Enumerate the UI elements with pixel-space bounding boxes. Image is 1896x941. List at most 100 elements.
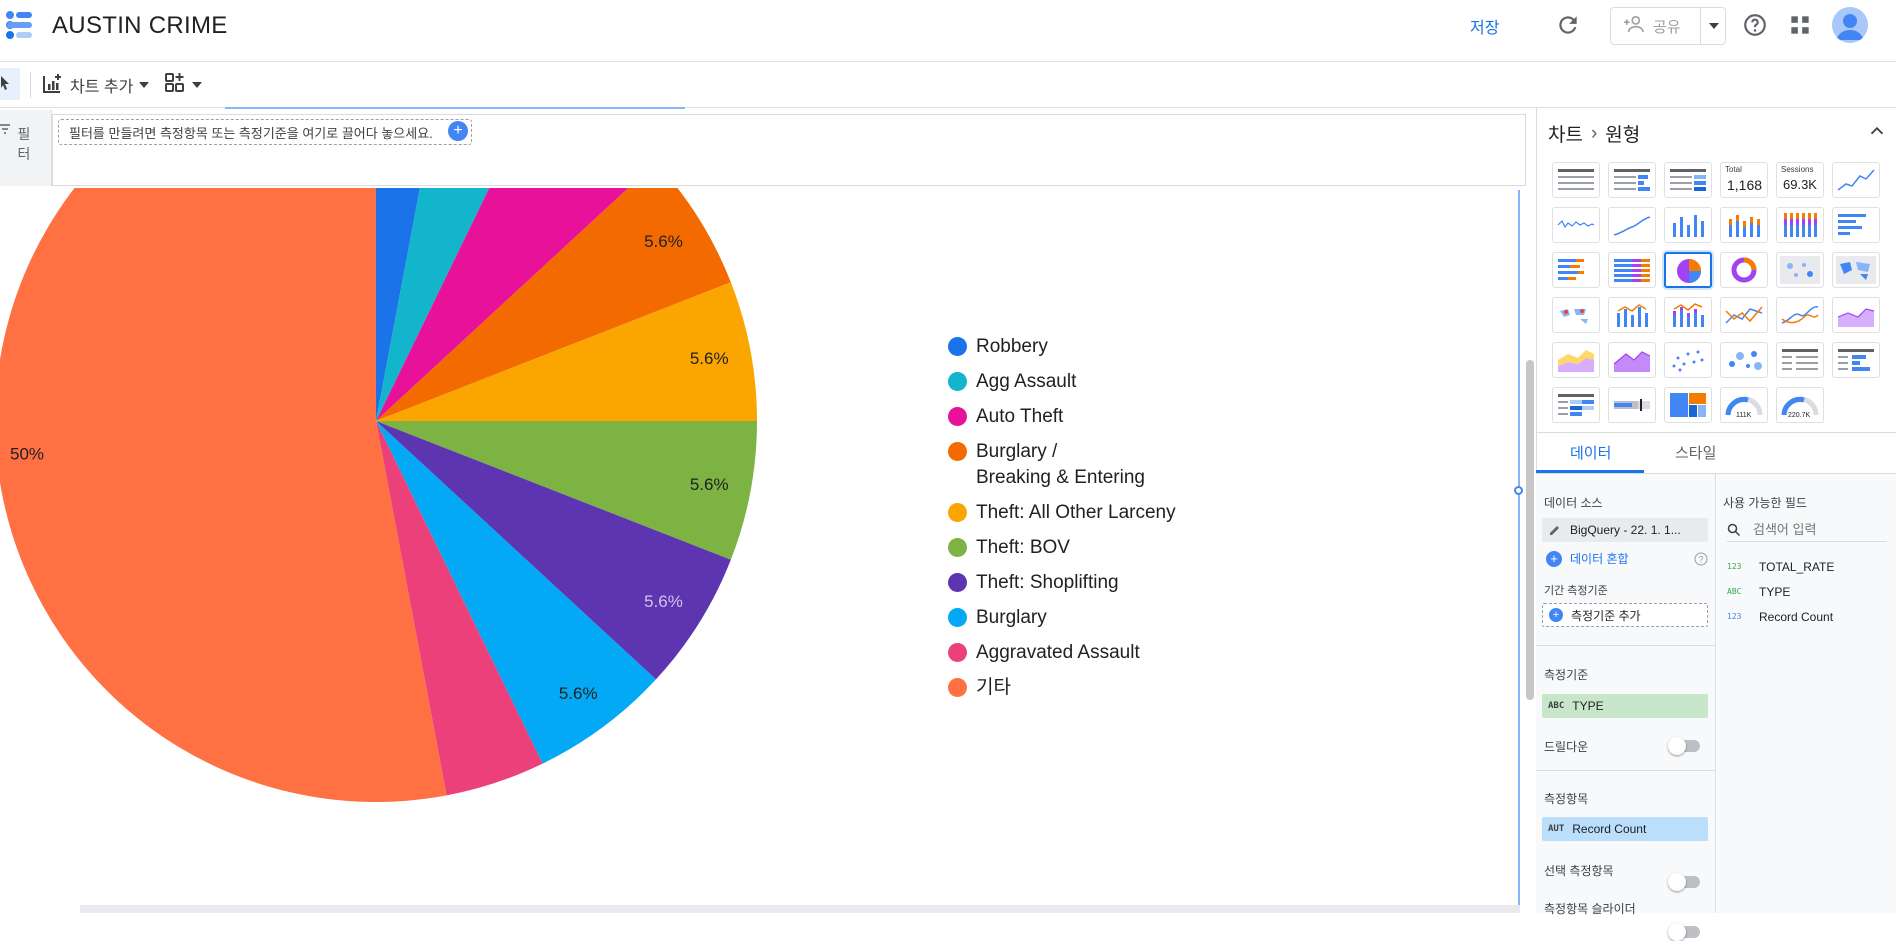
share-dropdown-button[interactable] [1700,7,1726,45]
chart-type-gauge-2[interactable]: 220.7K [1776,387,1824,423]
optional-metric-toggle[interactable] [1668,873,1700,891]
chart-type-geo-map-filled[interactable] [1832,252,1880,288]
field-item-2[interactable]: 123 Record Count [1727,604,1887,629]
field-item-0[interactable]: 123 TOTAL_RATE [1727,554,1887,579]
pie-slice-5[interactable] [376,421,757,560]
legend-item-6[interactable]: Theft: Shoplifting [948,570,1248,596]
data-source-chip[interactable]: BigQuery - 22. 1. 1... [1542,518,1708,542]
chart-type-geo-map[interactable] [1776,252,1824,288]
chart-type-sparkline[interactable] [1552,207,1600,243]
select-tool-button[interactable] [0,68,20,100]
canvas-scrollbar[interactable] [1526,360,1534,700]
collapse-chevron-up-icon[interactable] [1866,120,1888,142]
metric-slider-toggle[interactable] [1668,923,1700,941]
chart-type-scatter[interactable] [1664,342,1712,378]
dimension-chip[interactable]: ABC TYPE [1542,694,1708,718]
chart-type-smoothed-line[interactable] [1608,207,1656,243]
chart-type-bubble[interactable] [1720,342,1768,378]
legend-item-7[interactable]: Burglary [948,605,1248,631]
looker-studio-logo-icon[interactable] [4,10,38,40]
chart-type-area[interactable] [1832,297,1880,333]
chart-type-column[interactable] [1664,207,1712,243]
chart-type-pivot-table-bars[interactable] [1832,342,1880,378]
chart-type-stacked-combo[interactable] [1664,297,1712,333]
chart-type-donut[interactable] [1720,252,1768,288]
chart-type-stacked-area[interactable] [1552,342,1600,378]
field-item-1[interactable]: ABC TYPE [1727,579,1887,604]
chart-type-gauge[interactable]: 111K [1720,387,1768,423]
pie-slice-7[interactable] [376,421,656,764]
chart-type-bullet[interactable] [1608,387,1656,423]
apps-grid-icon[interactable] [1787,12,1813,38]
legend-item-8[interactable]: Aggravated Assault [948,640,1248,666]
legend-label: Burglary / Breaking & Entering [976,441,1145,488]
pie-slice-4[interactable] [376,282,757,421]
avatar[interactable] [1832,7,1868,43]
field-search[interactable] [1727,518,1887,542]
add-control-button[interactable] [164,70,202,100]
legend-item-2[interactable]: Auto Theft [948,404,1248,430]
panel-divider [1536,432,1896,433]
pie-chart[interactable]: 5.6%5.6%5.6%5.6%5.6%5.6%50% [0,188,1000,913]
add-dimension-label: 측정기준 추가 [1571,608,1641,623]
refresh-icon[interactable] [1555,12,1581,38]
legend-item-3[interactable]: Burglary / Breaking & Entering [948,439,1248,491]
chart-type-table[interactable] [1552,162,1600,198]
chart-type-combo[interactable] [1608,297,1656,333]
chart-type-table-bars[interactable] [1608,162,1656,198]
chart-type-bar[interactable] [1832,207,1880,243]
chart-type-scorecard[interactable]: Total 1,168 [1720,162,1768,198]
add-chart-button[interactable]: 차트 추가 [42,70,150,100]
legend-item-9[interactable]: 기타 [948,675,1248,701]
tab-data[interactable]: 데이터 [1570,445,1612,462]
chart-type-time-series[interactable] [1832,162,1880,198]
legend-item-1[interactable]: Agg Assault [948,369,1248,395]
chart-type-treemap[interactable] [1664,387,1712,423]
blend-data-button[interactable]: + 데이터 혼합 [1546,550,1629,567]
filter-bar[interactable] [52,114,1526,186]
legend-item-0[interactable]: Robbery [948,334,1248,360]
tab-style[interactable]: 스타일 [1675,445,1717,462]
chart-type-stacked-bar[interactable] [1552,252,1600,288]
save-button[interactable]: 저장 [1470,14,1499,38]
field-search-input[interactable] [1753,522,1873,537]
help-circle-icon[interactable]: ? [1694,552,1708,566]
chart-type-google-map[interactable] [1552,297,1600,333]
chart-type-line[interactable] [1720,297,1768,333]
share-button[interactable]: 공유 [1610,7,1726,45]
pie-slice-6[interactable] [376,421,731,680]
breadcrumb-parent[interactable]: 차트 [1548,125,1583,146]
svg-text:?: ? [1698,555,1703,565]
drilldown-toggle[interactable] [1668,737,1700,755]
pie-slice-3[interactable] [376,188,731,421]
metric-chip[interactable]: AUT Record Count [1542,817,1708,841]
legend-swatch [948,372,967,391]
legend-item-4[interactable]: Theft: All Other Larceny [948,500,1248,526]
report-title[interactable]: AUSTIN CRIME [52,12,228,39]
pie-slice-9[interactable] [0,188,447,802]
chart-type-table-heatmap[interactable] [1664,162,1712,198]
add-filter-button[interactable]: + [448,121,468,141]
field-name: TYPE [1759,584,1791,599]
chart-type-pie[interactable] [1664,252,1712,288]
pie-slice-0[interactable] [376,188,447,421]
available-fields-column: 사용 가능한 필드 123 TOTAL_RATE ABC TYPE 123 Record … [1717,474,1896,913]
chart-type-label: Sessions [1781,165,1814,174]
chart-type-pivot-table[interactable] [1776,342,1824,378]
pie-slice-1[interactable] [376,188,543,421]
filter-tab[interactable]: 필 터 [0,110,52,186]
chart-type-smoothed-line-2[interactable] [1776,297,1824,333]
help-icon[interactable] [1742,12,1768,38]
pie-slice-8[interactable] [376,421,543,796]
canvas-bottom-scrollbar[interactable] [80,905,1520,913]
chart-type-100-stacked-column[interactable] [1776,207,1824,243]
chart-type-pivot-table-heatmap[interactable] [1552,387,1600,423]
legend-item-5[interactable]: Theft: BOV [948,535,1248,561]
chart-type-100-stacked-bar[interactable] [1608,252,1656,288]
chart-type-scorecard-compact[interactable]: Sessions 69.3K [1776,162,1824,198]
filter-drop-zone[interactable]: 필터를 만들려면 측정항목 또는 측정기준을 여기로 끌어다 놓으세요. [58,119,472,145]
resize-handle[interactable] [1514,486,1523,495]
add-dimension-drop-zone[interactable]: + 측정기준 추가 [1542,603,1708,627]
chart-type-stacked-column[interactable] [1720,207,1768,243]
chart-type-100-area[interactable] [1608,342,1656,378]
